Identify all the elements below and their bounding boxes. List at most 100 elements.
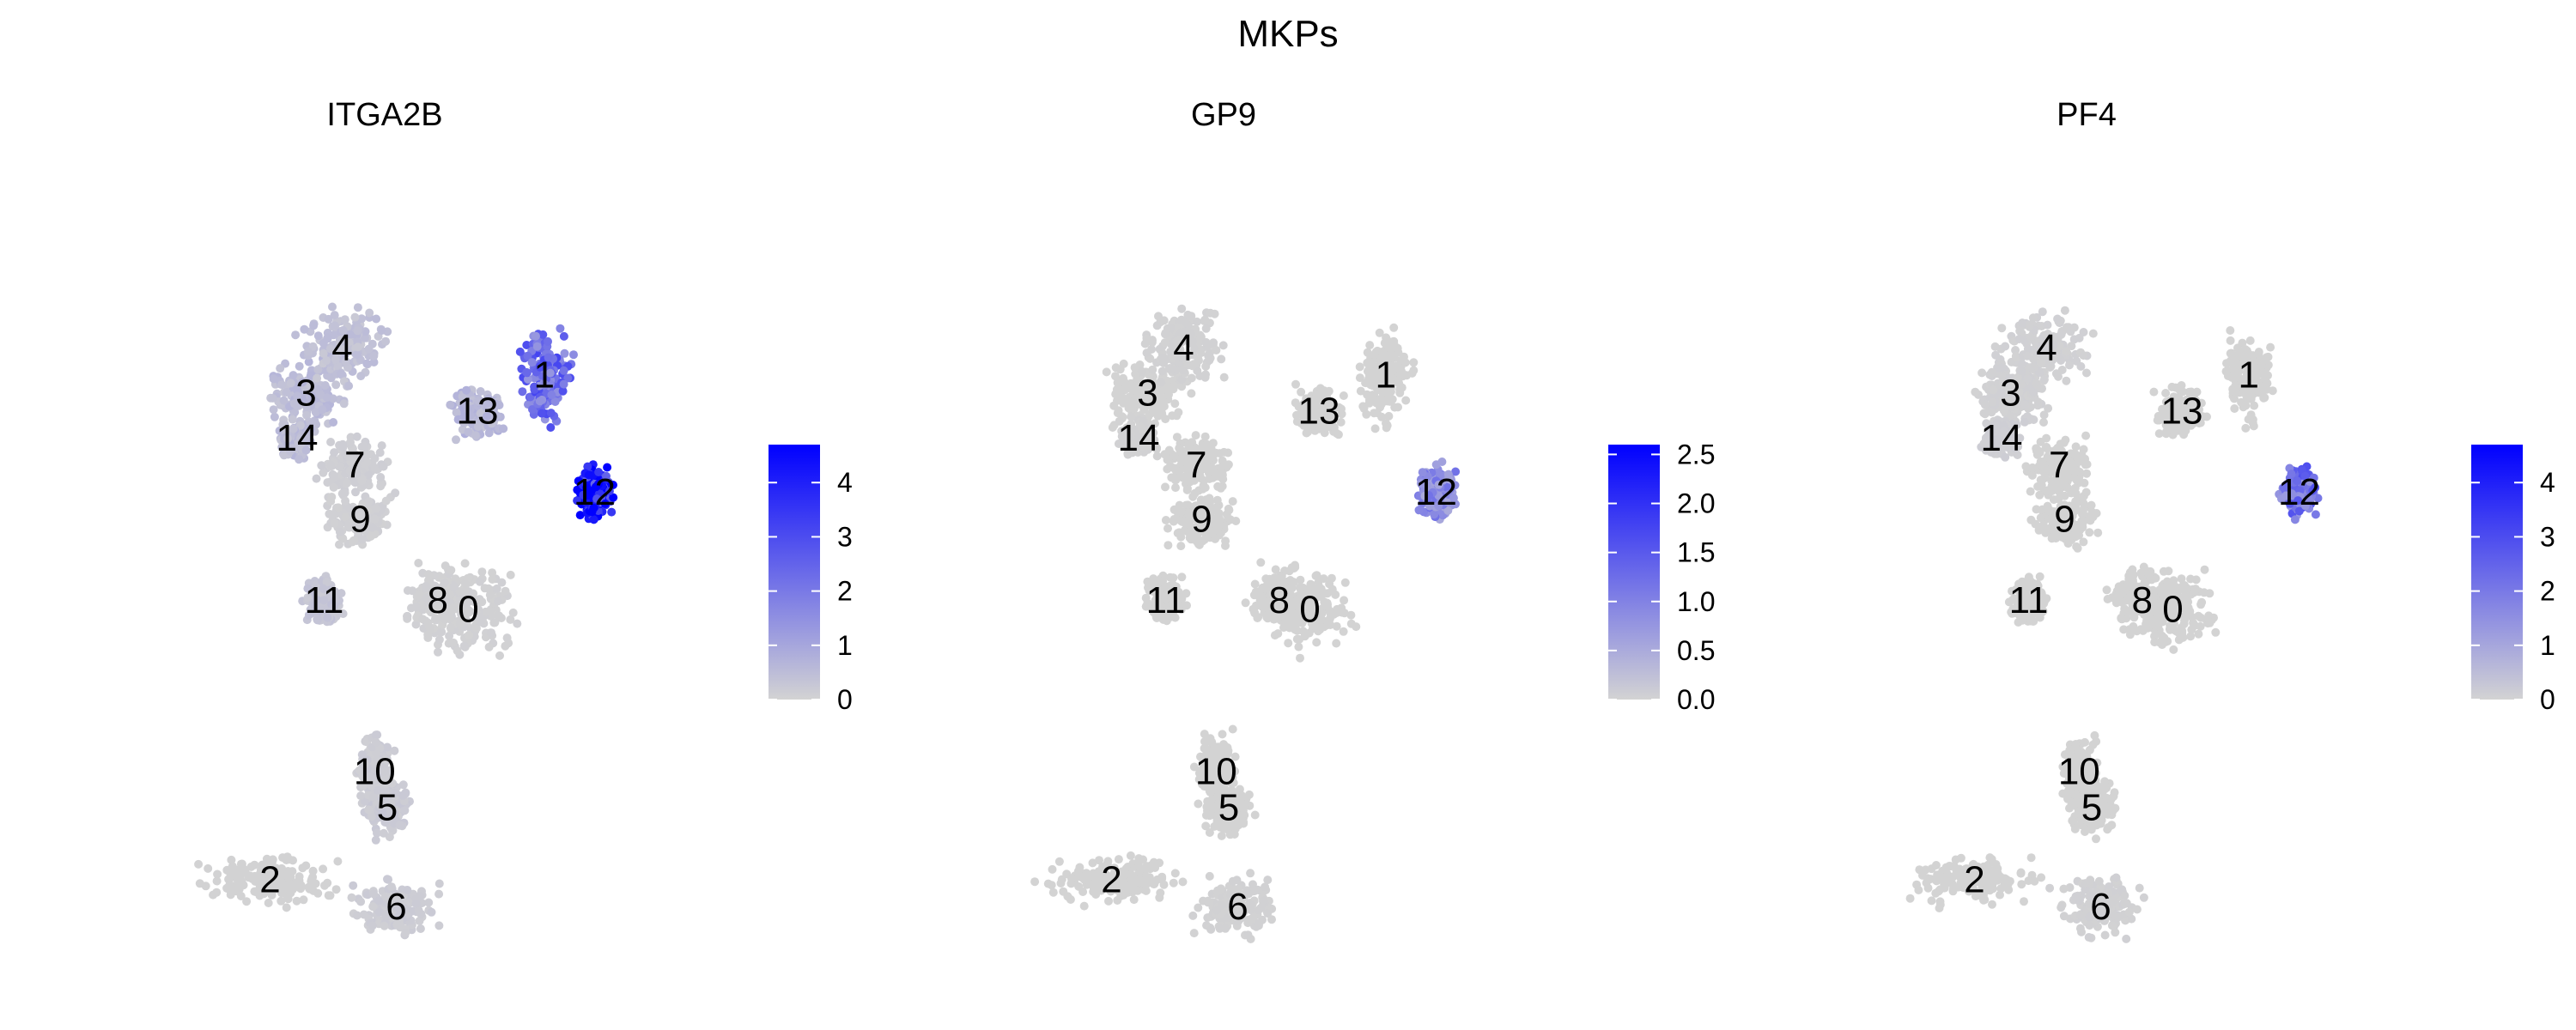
cell-point — [485, 591, 495, 600]
cell-point — [1120, 378, 1129, 387]
cell-point — [1200, 373, 1210, 382]
cell-point — [352, 911, 361, 920]
cluster-label-1: 1 — [1375, 354, 1395, 397]
cell-point — [1409, 358, 1419, 367]
cell-point — [369, 351, 379, 360]
cell-point — [295, 361, 304, 371]
cell-point — [319, 468, 328, 477]
cluster-label-6: 6 — [1227, 886, 1248, 928]
cell-point — [378, 808, 387, 817]
cell-point — [304, 357, 313, 367]
cell-point — [1212, 495, 1222, 505]
cell-point — [434, 635, 444, 645]
cell-point — [459, 641, 469, 651]
cell-point — [398, 791, 408, 800]
cell-point — [283, 852, 292, 862]
cell-point — [559, 379, 568, 389]
cell-point — [1102, 367, 1111, 377]
cell-point — [1201, 337, 1211, 347]
cell-point — [1290, 601, 1298, 610]
cell-point — [1346, 619, 1356, 628]
cell-point — [1178, 877, 1188, 887]
cell-point — [400, 806, 410, 815]
cell-point — [341, 357, 350, 367]
cell-point — [1437, 457, 1447, 466]
cell-point — [471, 624, 481, 633]
cell-point — [379, 828, 388, 838]
cell-point — [411, 620, 421, 629]
cell-point — [1385, 397, 1394, 406]
cell-point — [304, 882, 313, 892]
cell-point — [276, 896, 286, 906]
cell-point — [506, 570, 515, 579]
cell-point — [293, 401, 302, 410]
cell-point — [330, 448, 339, 457]
cell-point — [353, 462, 362, 471]
cell-point — [356, 791, 366, 801]
cell-point — [364, 344, 374, 354]
cell-point — [1201, 324, 1211, 333]
cell-point — [1213, 522, 1223, 531]
cell-point — [1176, 542, 1186, 551]
cell-point — [445, 631, 454, 640]
cell-point — [508, 608, 518, 617]
cell-point — [497, 578, 507, 587]
cell-point — [325, 891, 335, 900]
cell-point — [392, 902, 401, 912]
cell-point — [341, 496, 350, 506]
cell-point — [237, 859, 246, 869]
cell-point — [376, 482, 386, 491]
cell-point — [1111, 372, 1120, 381]
cell-point — [326, 497, 336, 506]
cell-point — [532, 342, 542, 351]
cell-point — [1389, 323, 1399, 332]
cell-point — [1250, 810, 1260, 820]
cell-point — [1285, 623, 1294, 633]
cell-point — [1370, 424, 1380, 433]
cell-point — [1133, 886, 1142, 895]
cell-point — [431, 614, 440, 623]
cluster-label-2: 2 — [1101, 859, 1121, 901]
cell-point — [1210, 449, 1219, 458]
cell-point — [1228, 724, 1237, 734]
cell-point — [563, 373, 573, 383]
cell-point — [452, 435, 460, 445]
cell-point — [326, 438, 336, 446]
cell-point — [350, 522, 360, 531]
cell-point — [329, 482, 338, 492]
cell-point — [370, 514, 380, 524]
cell-point — [1327, 573, 1336, 583]
cell-point — [322, 393, 331, 403]
cell-point — [1129, 895, 1139, 905]
cell-point — [1145, 878, 1155, 888]
cell-point — [523, 351, 532, 360]
cell-point — [352, 350, 361, 360]
cell-point — [1257, 591, 1267, 601]
cell-point — [345, 466, 355, 476]
cell-point — [1249, 591, 1259, 600]
cell-point — [1396, 367, 1406, 377]
cell-point — [423, 630, 433, 639]
cell-point — [390, 746, 399, 755]
cell-point — [1231, 517, 1241, 525]
colorbar-tick-label: 1.0 — [1677, 586, 1715, 617]
cell-point — [427, 907, 436, 917]
cell-point — [1203, 797, 1212, 806]
cell-point — [379, 462, 388, 471]
cell-point — [338, 345, 348, 354]
cell-point — [1157, 367, 1167, 376]
cell-point — [292, 896, 301, 906]
cell-point — [370, 454, 380, 464]
cell-point — [1206, 308, 1215, 318]
cell-point — [446, 591, 455, 599]
cell-point — [356, 897, 366, 906]
cluster-label-14: 14 — [1118, 417, 1160, 459]
cell-point — [313, 888, 323, 898]
cell-point — [603, 463, 612, 472]
cell-point — [1124, 403, 1133, 413]
cell-point — [1066, 895, 1075, 904]
cell-point — [1401, 396, 1411, 405]
cell-point — [518, 387, 527, 397]
panel-gp9: GP9012345678910111213140.00.51.01.52.02.… — [1030, 97, 1715, 943]
